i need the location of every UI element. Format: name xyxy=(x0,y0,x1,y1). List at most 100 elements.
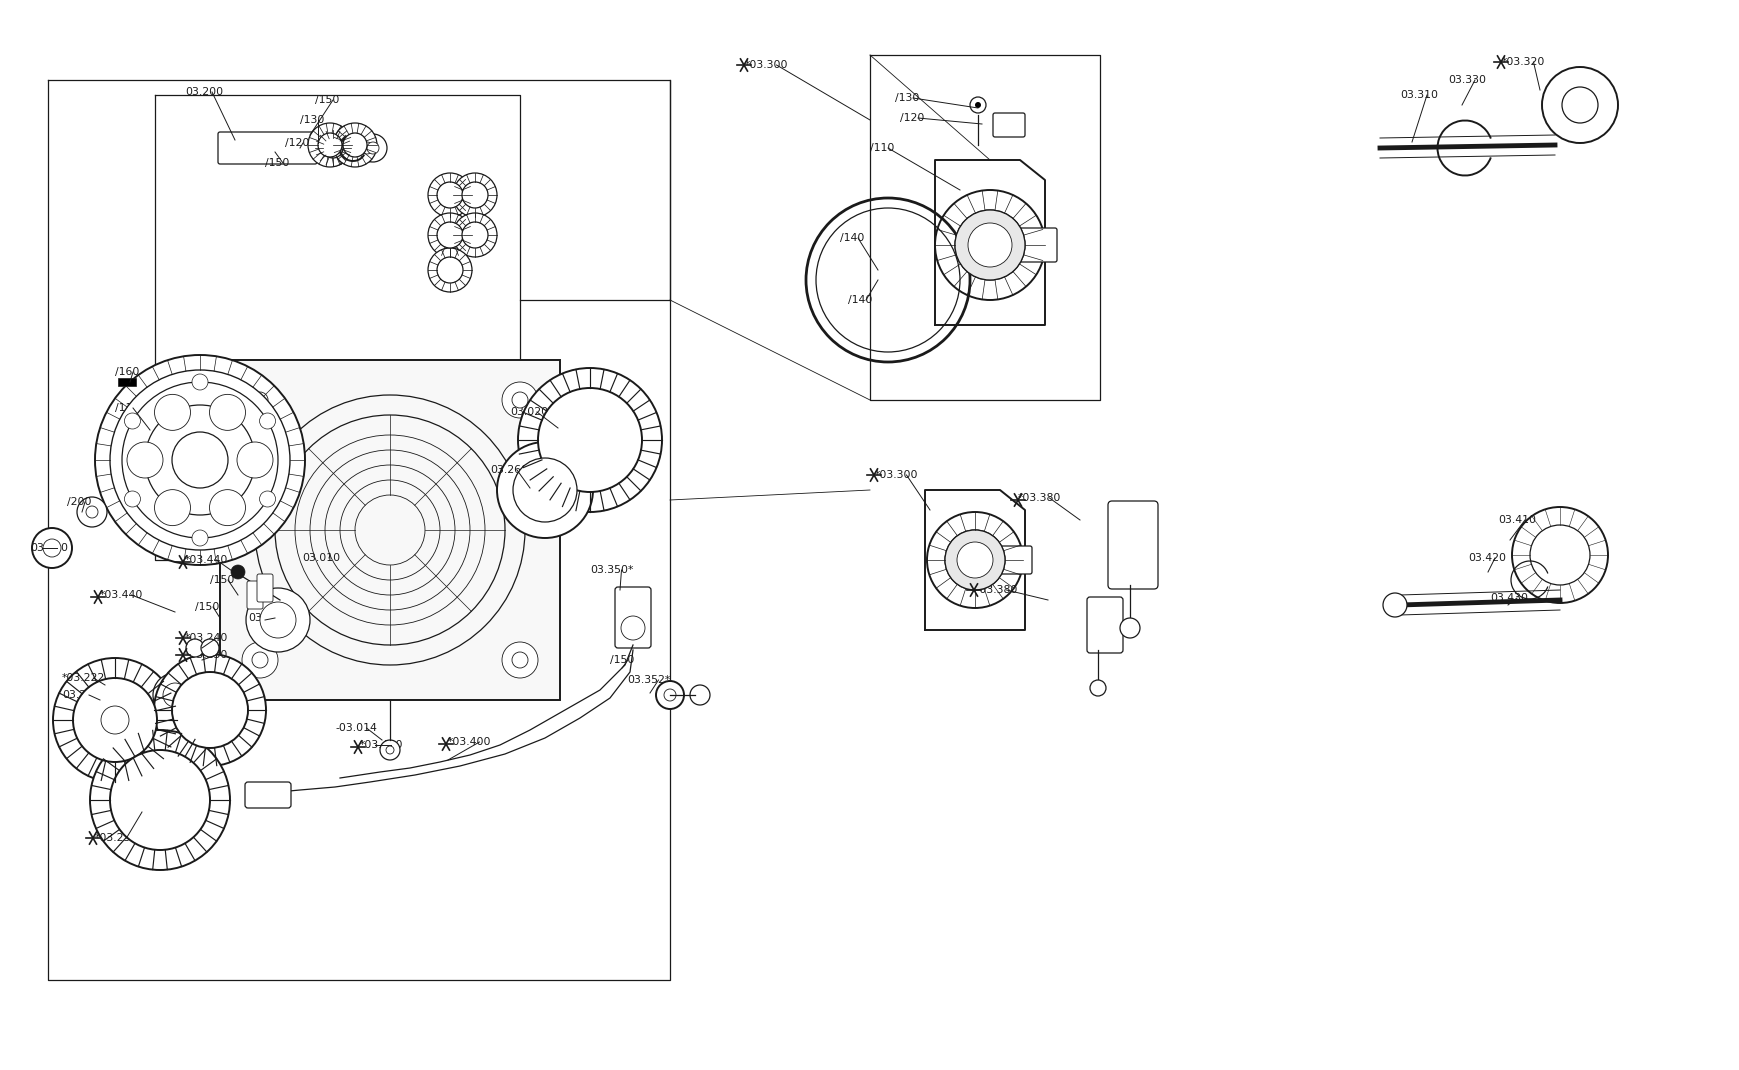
Circle shape xyxy=(664,689,676,701)
Text: /140: /140 xyxy=(847,295,871,305)
Text: /120: /120 xyxy=(285,138,310,148)
Text: 03.410: 03.410 xyxy=(1497,515,1536,525)
Circle shape xyxy=(155,654,266,766)
Circle shape xyxy=(511,652,527,668)
Text: 03.430: 03.430 xyxy=(1489,593,1527,603)
Text: 03.352*: 03.352* xyxy=(626,675,670,685)
Circle shape xyxy=(463,221,487,248)
Circle shape xyxy=(242,642,278,678)
Text: *03.400: *03.400 xyxy=(360,740,403,750)
Circle shape xyxy=(537,388,642,492)
Circle shape xyxy=(77,496,106,528)
Circle shape xyxy=(172,672,249,748)
Circle shape xyxy=(386,746,393,754)
Text: *03.300: *03.300 xyxy=(744,60,788,70)
Text: /150: /150 xyxy=(610,655,635,664)
Circle shape xyxy=(974,102,981,108)
Circle shape xyxy=(163,683,186,707)
Circle shape xyxy=(436,182,463,208)
Circle shape xyxy=(967,223,1012,268)
Circle shape xyxy=(101,706,129,734)
Text: 03.330: 03.330 xyxy=(1447,75,1485,85)
Text: 03.310: 03.310 xyxy=(1400,90,1436,100)
Text: *03.230: *03.230 xyxy=(96,834,139,843)
Circle shape xyxy=(1511,507,1607,603)
Circle shape xyxy=(1562,87,1596,123)
Circle shape xyxy=(428,213,471,257)
Circle shape xyxy=(96,355,304,565)
Circle shape xyxy=(367,142,379,154)
Circle shape xyxy=(358,134,386,162)
Circle shape xyxy=(202,639,219,657)
Circle shape xyxy=(503,642,537,678)
Circle shape xyxy=(353,134,381,162)
Circle shape xyxy=(87,692,143,748)
Circle shape xyxy=(360,142,372,154)
FancyBboxPatch shape xyxy=(998,546,1031,574)
FancyBboxPatch shape xyxy=(118,378,136,386)
Text: /140: /140 xyxy=(840,233,864,243)
Text: /120: /120 xyxy=(899,113,923,123)
Text: 03.350*: 03.350* xyxy=(590,565,633,575)
Circle shape xyxy=(927,513,1023,608)
Circle shape xyxy=(318,133,343,157)
Text: -03.014: -03.014 xyxy=(336,723,377,733)
Text: *03.440: *03.440 xyxy=(99,590,143,600)
Circle shape xyxy=(379,740,400,760)
Circle shape xyxy=(122,382,278,538)
FancyBboxPatch shape xyxy=(614,587,650,648)
Circle shape xyxy=(144,406,256,515)
Circle shape xyxy=(656,681,683,709)
Circle shape xyxy=(518,368,661,513)
Circle shape xyxy=(110,750,210,850)
Text: /200: /200 xyxy=(68,496,92,507)
Circle shape xyxy=(125,413,141,429)
Circle shape xyxy=(90,730,230,870)
Circle shape xyxy=(191,374,209,389)
Circle shape xyxy=(129,768,191,832)
Circle shape xyxy=(956,542,993,578)
Circle shape xyxy=(43,539,61,557)
Circle shape xyxy=(155,395,190,430)
FancyBboxPatch shape xyxy=(217,132,316,164)
Circle shape xyxy=(259,491,275,507)
Text: 03.220: 03.220 xyxy=(63,690,99,700)
Text: *03.300: *03.300 xyxy=(875,470,918,480)
FancyBboxPatch shape xyxy=(1108,501,1158,589)
Circle shape xyxy=(944,530,1005,590)
Text: /150: /150 xyxy=(195,602,219,612)
Circle shape xyxy=(209,490,245,525)
Circle shape xyxy=(127,442,163,478)
Circle shape xyxy=(497,442,593,538)
Polygon shape xyxy=(934,160,1045,325)
Circle shape xyxy=(52,658,177,782)
Circle shape xyxy=(252,392,268,408)
Text: *03.380: *03.380 xyxy=(974,585,1017,595)
Circle shape xyxy=(463,182,487,208)
Text: 03.200: 03.200 xyxy=(184,87,223,97)
Circle shape xyxy=(85,506,97,518)
Circle shape xyxy=(259,413,275,429)
Text: /150: /150 xyxy=(315,95,339,105)
Circle shape xyxy=(237,442,273,478)
Text: 03.010: 03.010 xyxy=(303,553,339,563)
FancyBboxPatch shape xyxy=(1087,597,1122,653)
Circle shape xyxy=(1383,593,1407,617)
Circle shape xyxy=(621,616,645,640)
Text: *03.240: *03.240 xyxy=(184,633,228,643)
Text: /130: /130 xyxy=(299,114,323,125)
Circle shape xyxy=(343,133,367,157)
Text: /150: /150 xyxy=(210,575,235,585)
Circle shape xyxy=(110,370,290,550)
Circle shape xyxy=(315,129,351,166)
Text: 03.250: 03.250 xyxy=(249,613,285,623)
Circle shape xyxy=(153,673,197,717)
Polygon shape xyxy=(925,490,1024,630)
Circle shape xyxy=(209,395,245,430)
Circle shape xyxy=(503,382,537,418)
Circle shape xyxy=(245,588,310,652)
FancyBboxPatch shape xyxy=(245,782,290,808)
Text: *03.320: *03.320 xyxy=(1501,57,1544,67)
Circle shape xyxy=(191,530,209,546)
FancyBboxPatch shape xyxy=(993,113,1024,137)
